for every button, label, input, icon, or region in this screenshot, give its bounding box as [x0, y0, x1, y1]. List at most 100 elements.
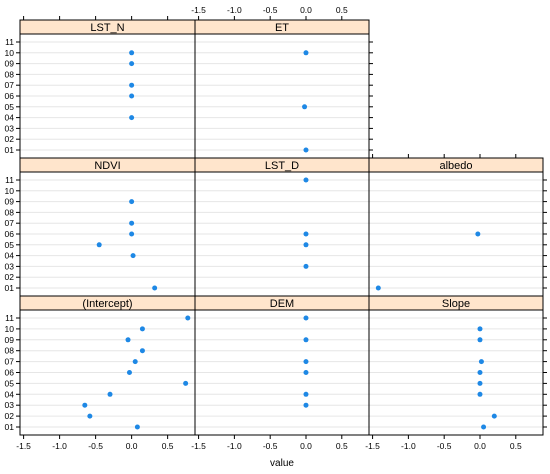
top-tick-label-c1-4: 0.5 — [336, 5, 348, 15]
point-slope-02 — [491, 413, 497, 419]
left-tick-label-r1-06: 06 — [5, 229, 15, 239]
point-et-10 — [303, 50, 309, 56]
point-lst-d-06 — [303, 231, 309, 237]
panel-frame-lst-d — [194, 157, 370, 297]
point-lst-d-03 — [303, 263, 309, 269]
panel-frame-slope — [368, 295, 544, 436]
point-lst-n-04 — [129, 115, 135, 121]
point-dem-07 — [303, 359, 309, 365]
bottom-tick-label-c1-4: 0.5 — [336, 441, 348, 451]
panel-frame-intercept — [19, 295, 196, 436]
left-tick-label-r2-05: 05 — [5, 378, 15, 388]
point-intercept-06 — [126, 370, 132, 375]
points-layer — [82, 50, 497, 430]
point-slope-10 — [477, 326, 483, 332]
left-tick-label-r1-11: 11 — [5, 175, 14, 185]
point-intercept-01 — [134, 424, 140, 430]
left-tick-label-r2-06: 06 — [5, 368, 15, 378]
point-albedo-01 — [375, 285, 381, 291]
top-tick-label-c1-0: -1.5 — [191, 5, 206, 15]
bottom-tick-label-c1-1: -1.0 — [227, 441, 242, 451]
strip-label-ndvi: NDVI — [94, 160, 120, 172]
left-tick-label-r1-01: 01 — [5, 283, 15, 293]
point-ndvi-04 — [130, 253, 136, 259]
point-slope-06 — [477, 370, 483, 375]
point-dem-03 — [303, 402, 309, 408]
point-et-05 — [302, 104, 308, 110]
left-tick-label-r1-02: 02 — [5, 272, 15, 282]
bottom-tick-label-c2-3: 0.0 — [474, 441, 486, 451]
left-tick-label-r0-07: 07 — [5, 80, 15, 90]
left-tick-label-r1-08: 08 — [5, 207, 15, 217]
strip-label-dem: DEM — [270, 298, 294, 310]
point-intercept-11 — [185, 315, 191, 321]
point-lst-n-07 — [129, 82, 135, 88]
bottom-tick-label-c0-3: 0.0 — [126, 441, 138, 451]
left-tick-label-r1-05: 05 — [5, 240, 15, 250]
left-tick-label-r1-07: 07 — [5, 218, 15, 228]
top-tick-label-c1-3: 0.0 — [300, 5, 312, 15]
left-tick-label-r1-03: 03 — [5, 261, 15, 271]
left-tick-label-r2-10: 10 — [5, 324, 15, 334]
point-dem-11 — [303, 315, 309, 321]
strip-label-intercept: (Intercept) — [82, 298, 132, 310]
point-intercept-04 — [107, 391, 113, 397]
top-tick-label-c1-1: -1.0 — [227, 5, 242, 15]
point-lst-n-06 — [129, 93, 135, 99]
top-tick-label-c1-2: -0.5 — [263, 5, 278, 15]
left-tick-label-r1-10: 10 — [5, 186, 15, 196]
panel-frame-albedo — [368, 157, 544, 297]
point-slope-05 — [477, 380, 483, 386]
strip-albedo — [368, 157, 544, 173]
left-tick-label-r2-11: 11 — [5, 313, 14, 323]
strip-slope — [368, 295, 544, 311]
strip-label-et: ET — [275, 22, 289, 34]
bottom-tick-label-c0-0: -1.5 — [16, 441, 31, 451]
point-et-01 — [303, 147, 309, 153]
strip-label-lst-n: LST_N — [90, 22, 124, 34]
left-tick-label-r2-02: 02 — [5, 411, 15, 421]
left-tick-label-r0-11: 11 — [5, 37, 14, 47]
left-tick-label-r0-03: 03 — [5, 123, 15, 133]
bottom-tick-label-c2-0: -1.5 — [365, 441, 380, 451]
left-tick-label-r1-04: 04 — [5, 251, 15, 261]
point-intercept-03 — [82, 402, 88, 408]
point-lst-d-11 — [303, 177, 309, 183]
panel-frame-et — [194, 19, 370, 159]
left-tick-label-r1-09: 09 — [5, 197, 15, 207]
left-tick-label-r2-08: 08 — [5, 346, 15, 356]
bottom-tick-label-c0-2: -0.5 — [88, 441, 103, 451]
point-lst-n-09 — [129, 61, 135, 67]
left-tick-label-r2-09: 09 — [5, 335, 15, 345]
left-tick-label-r2-07: 07 — [5, 357, 15, 367]
point-albedo-06 — [475, 231, 481, 237]
point-ndvi-07 — [129, 220, 135, 226]
point-dem-09 — [303, 337, 309, 343]
point-slope-04 — [477, 391, 483, 397]
left-tick-label-r0-02: 02 — [5, 134, 15, 144]
point-intercept-09 — [125, 337, 131, 343]
point-lst-n-10 — [129, 50, 135, 56]
left-tick-label-r2-03: 03 — [5, 400, 15, 410]
strip-label-slope: Slope — [442, 298, 470, 310]
point-slope-09 — [477, 337, 483, 343]
bottom-tick-label-c1-3: 0.0 — [300, 441, 312, 451]
point-ndvi-01 — [152, 285, 158, 291]
left-tick-label-r2-04: 04 — [5, 389, 15, 399]
point-slope-07 — [478, 359, 484, 365]
left-tick-label-r0-01: 01 — [5, 145, 15, 155]
strips-layer: LST_N ET NDVI LST_D albedo (Intercept) DEM Slop… — [19, 19, 544, 311]
panel-frame-lst-n — [19, 19, 196, 159]
point-ndvi-05 — [96, 242, 102, 248]
left-tick-label-r0-09: 09 — [5, 59, 15, 69]
point-intercept-10 — [139, 326, 145, 332]
strip-et — [194, 19, 370, 35]
left-tick-label-r0-05: 05 — [5, 102, 15, 112]
left-tick-label-r0-06: 06 — [5, 91, 15, 101]
strip-label-albedo: albedo — [439, 160, 472, 172]
bottom-tick-label-c0-4: 0.5 — [162, 441, 174, 451]
point-dem-06 — [303, 370, 309, 375]
panel-frame-ndvi — [19, 157, 196, 297]
